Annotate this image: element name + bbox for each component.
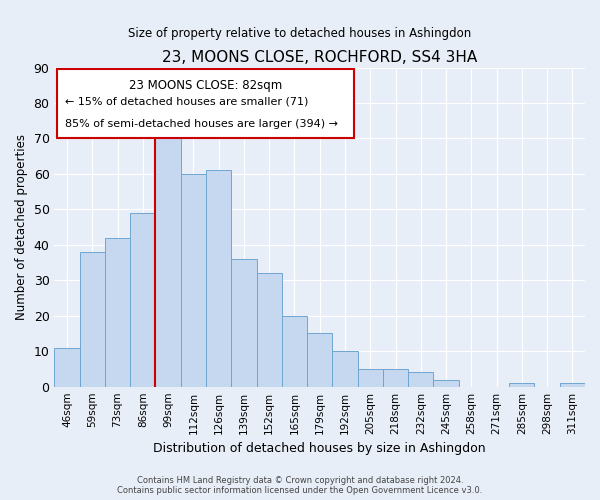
Bar — [130, 213, 155, 386]
Title: 23, MOONS CLOSE, ROCHFORD, SS4 3HA: 23, MOONS CLOSE, ROCHFORD, SS4 3HA — [162, 50, 478, 65]
Text: Contains HM Land Registry data © Crown copyright and database right 2024.
Contai: Contains HM Land Registry data © Crown c… — [118, 476, 482, 495]
Y-axis label: Number of detached properties: Number of detached properties — [15, 134, 28, 320]
Bar — [257, 273, 282, 386]
Bar — [206, 170, 231, 386]
Text: ← 15% of detached houses are smaller (71): ← 15% of detached houses are smaller (71… — [65, 96, 308, 106]
Bar — [55, 348, 80, 387]
Bar — [383, 369, 408, 386]
Text: 23 MOONS CLOSE: 82sqm: 23 MOONS CLOSE: 82sqm — [129, 78, 282, 92]
Bar — [560, 383, 585, 386]
Bar — [433, 380, 458, 386]
Bar — [231, 259, 257, 386]
Bar — [358, 369, 383, 386]
Bar — [332, 351, 358, 386]
Bar — [181, 174, 206, 386]
Bar — [408, 372, 433, 386]
Bar — [80, 252, 105, 386]
Bar — [282, 316, 307, 386]
Bar — [509, 383, 535, 386]
Text: 85% of semi-detached houses are larger (394) →: 85% of semi-detached houses are larger (… — [65, 118, 338, 128]
Bar — [307, 334, 332, 386]
Bar — [105, 238, 130, 386]
X-axis label: Distribution of detached houses by size in Ashingdon: Distribution of detached houses by size … — [154, 442, 486, 455]
FancyBboxPatch shape — [57, 69, 354, 138]
Bar — [155, 135, 181, 386]
Text: Size of property relative to detached houses in Ashingdon: Size of property relative to detached ho… — [128, 28, 472, 40]
